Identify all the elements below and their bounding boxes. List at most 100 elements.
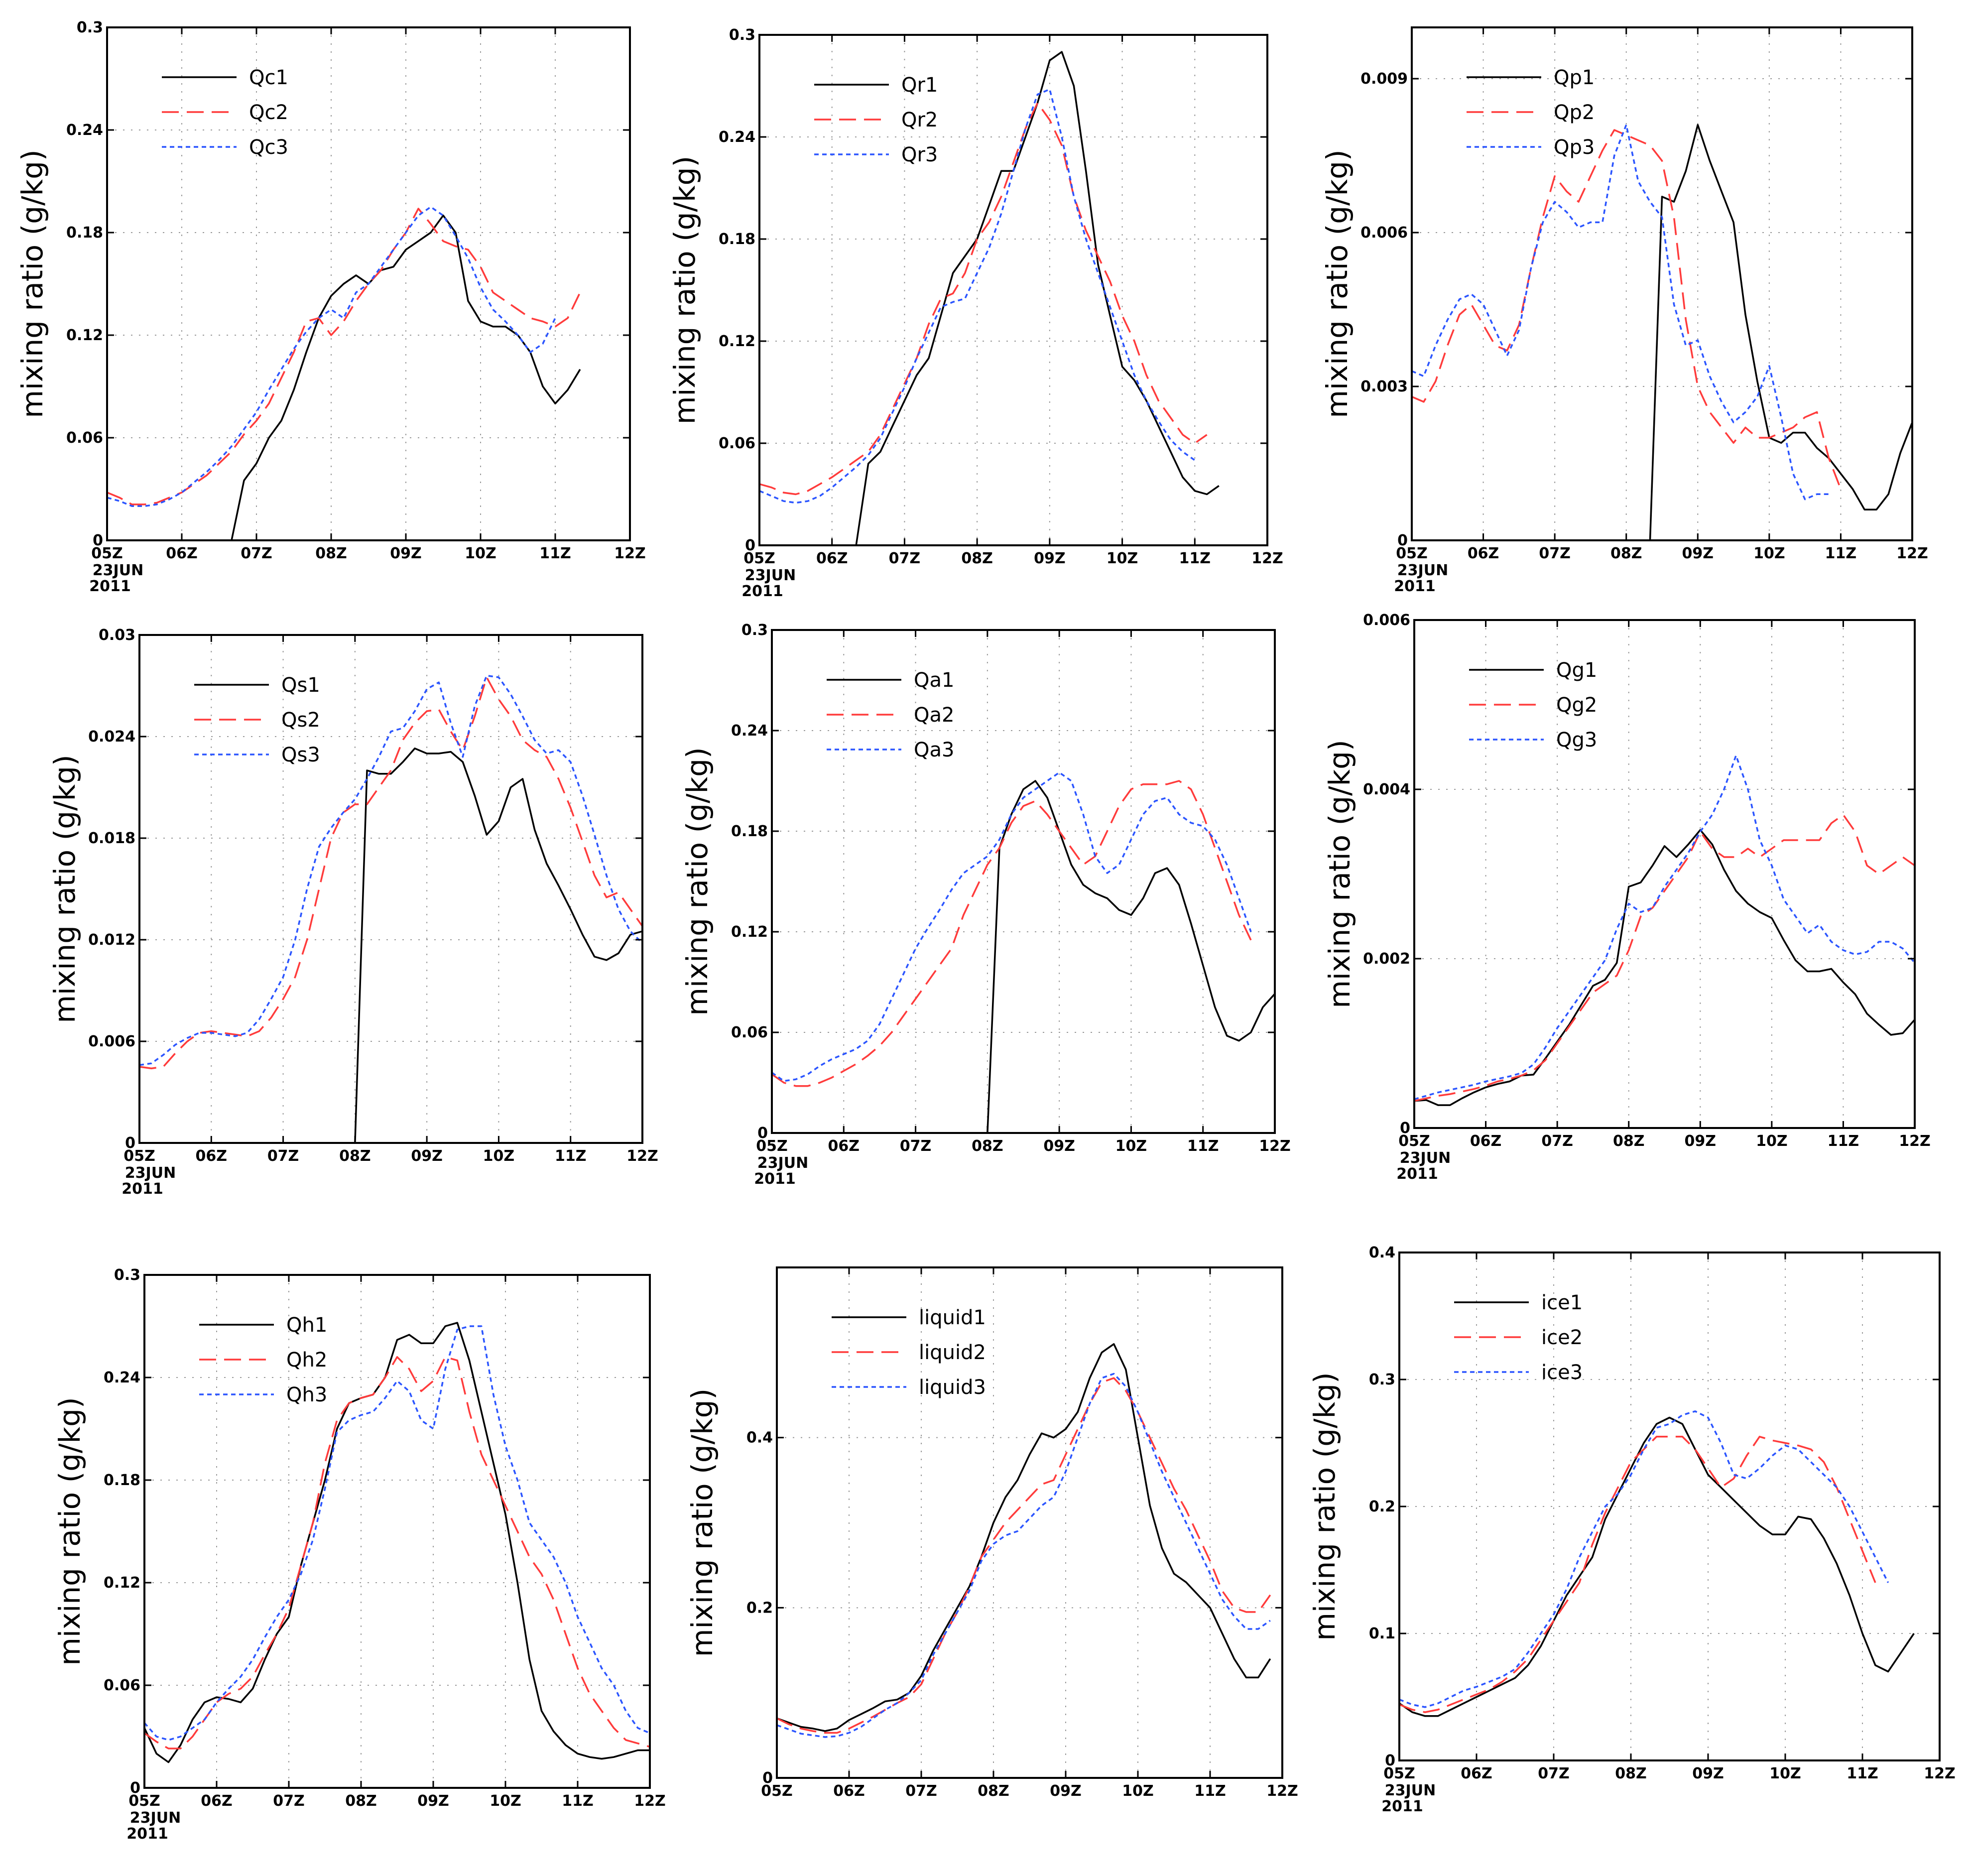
chart-panel-1: 0 0.06 0.12 0.18 0.24 0.3 05Z 06Z 07Z 08Z 09Z 10Z 11… [15,19,646,595]
x-tick-label: 10Z [1107,550,1138,567]
y-tick-label: 0.024 [88,728,135,746]
y-axis-label: mixing ratio (g/kg) [1308,1372,1342,1640]
chart-panel-6: 0 0.002 0.004 0.006 05Z 06Z 07Z 08Z 09Z 10Z 11Z 12Z… [1323,612,1931,1183]
x-tick-label: 09Z [390,545,422,562]
x-tick-label: 07Z [1541,1132,1573,1150]
legend-label-Qg3: Qg3 [1556,729,1597,751]
date-label: 23JUN [93,562,143,579]
date-label: 23JUN [125,1164,176,1182]
y-axis-label: mixing ratio (g/kg) [48,754,82,1023]
series-line-Qr2 [759,102,1208,496]
x-tick-label: 10Z [490,1792,521,1810]
date-label: 2011 [89,578,131,595]
legend-label-liquid1: liquid1 [919,1306,986,1329]
series-line-Qs3 [139,674,643,1066]
chart-panel-8: 0 0.2 0.4 05Z 06Z 07Z 08Z 09Z 10Z 11Z 12Z mixing ra… [685,1266,1298,1800]
legend-label-Qp1: Qp1 [1554,66,1595,89]
x-tick-label: 08Z [1610,545,1642,562]
x-tick-label: 05Z [1383,1765,1415,1782]
x-tick-label: 06Z [1470,1132,1502,1150]
legend-label-Qh1: Qh1 [286,1314,327,1337]
x-tick-label: 11Z [1847,1765,1878,1782]
x-tick-label: 09Z [1685,1132,1717,1150]
x-tick-label: 06Z [816,550,848,567]
series-line-Qh1 [143,1322,650,1763]
y-tick-label: 0.3 [1369,1371,1395,1388]
date-label: 2011 [1394,578,1436,595]
y-tick-label: 0.4 [1369,1244,1395,1261]
series-line-Qr3 [759,88,1196,504]
x-tick-label: 12Z [1251,550,1283,567]
date-label: 2011 [1381,1798,1423,1815]
y-tick-label: 0.1 [1369,1625,1395,1642]
y-tick-label: 0 [1400,1120,1410,1137]
legend-label-Qs3: Qs3 [281,744,320,766]
legend-label-Qh3: Qh3 [286,1383,327,1406]
legend-label-Qs1: Qs1 [281,674,320,697]
y-axis-label: mixing ratio (g/kg) [53,1397,87,1665]
y-tick-label: 0.18 [66,224,103,242]
y-tick-label: 0.3 [77,19,103,36]
y-tick-label: 0 [130,1779,140,1797]
x-tick-label: 06Z [201,1792,233,1810]
x-tick-label: 07Z [273,1792,305,1810]
date-label: 2011 [126,1825,168,1843]
x-tick-label: 11Z [562,1792,594,1810]
y-tick-label: 0.009 [1360,70,1408,88]
plot-frame [771,629,1276,1134]
x-tick-label: 08Z [961,550,993,567]
x-tick-label: 05Z [1398,1132,1430,1150]
plot-frame [1413,619,1916,1129]
series-line-Qg3 [1414,754,1916,1100]
x-tick-label: 12Z [1259,1137,1291,1155]
x-tick-label: 10Z [1756,1132,1788,1150]
plot-frame [1411,26,1913,541]
y-tick-label: 0 [762,1769,773,1787]
x-tick-label: 12Z [1899,1132,1931,1150]
series-line-Qr1 [855,51,1220,546]
plot-frame [776,1266,1283,1779]
plot-frame [758,34,1268,546]
legend-label-Qc1: Qc1 [249,66,288,89]
y-tick-label: 0.12 [719,333,755,350]
y-axis-label: mixing ratio (g/kg) [668,156,702,424]
x-tick-label: 06Z [828,1137,860,1155]
y-tick-label: 0.18 [719,231,755,248]
x-tick-label: 09Z [411,1147,443,1165]
chart-panel-3: 0 0.003 0.006 0.009 05Z 06Z 07Z 08Z 09Z 10Z 11Z 12Z… [1320,26,1928,595]
series-line-liquid1 [776,1343,1271,1732]
series-line-Qh2 [143,1356,650,1750]
legend-label-Qg2: Qg2 [1556,694,1597,717]
y-tick-label: 0.3 [114,1266,140,1284]
y-tick-label: 0.003 [1360,378,1408,395]
y-tick-label: 0.12 [104,1574,140,1592]
x-tick-label: 09Z [417,1792,449,1810]
date-label: 23JUN [130,1809,181,1827]
y-axis-label: mixing ratio (g/kg) [680,747,714,1015]
y-tick-label: 0.2 [746,1599,773,1617]
x-tick-label: 10Z [1753,545,1785,562]
y-tick-label: 0.3 [741,622,768,639]
y-tick-label: 0.006 [1360,224,1408,242]
y-tick-label: 0 [125,1134,135,1152]
x-tick-label: 10Z [465,545,496,562]
series-line-Qp1 [1649,124,1913,541]
legend-label-Qc3: Qc3 [249,136,288,159]
y-axis-label: mixing ratio (g/kg) [15,149,49,418]
x-tick-label: 09Z [1034,550,1066,567]
legend-label-Qa1: Qa1 [914,669,954,692]
legend-label-ice2: ice2 [1541,1326,1583,1349]
x-tick-label: 11Z [1187,1137,1219,1155]
x-tick-label: 11Z [1825,545,1857,562]
legend-label-Qr1: Qr1 [901,74,938,97]
x-tick-label: 08Z [972,1137,1003,1155]
x-tick-label: 06Z [1468,545,1499,562]
y-tick-label: 0.18 [731,823,768,840]
plot-frame [106,26,631,541]
y-tick-label: 0.002 [1363,950,1410,968]
x-tick-label: 12Z [614,545,646,562]
chart-panel-2: 0 0.06 0.12 0.18 0.24 0.3 05Z 06Z 07Z 08Z 09Z 10Z 11… [668,26,1283,600]
chart-panel-4: 0 0.006 0.012 0.018 0.024 0.03 05Z 06Z 07Z 08Z 09Z… [48,626,658,1198]
chart-panel-5: 0 0.06 0.12 0.18 0.24 0.3 05Z 06Z 07Z 08Z 09Z 10Z 11… [680,622,1291,1188]
